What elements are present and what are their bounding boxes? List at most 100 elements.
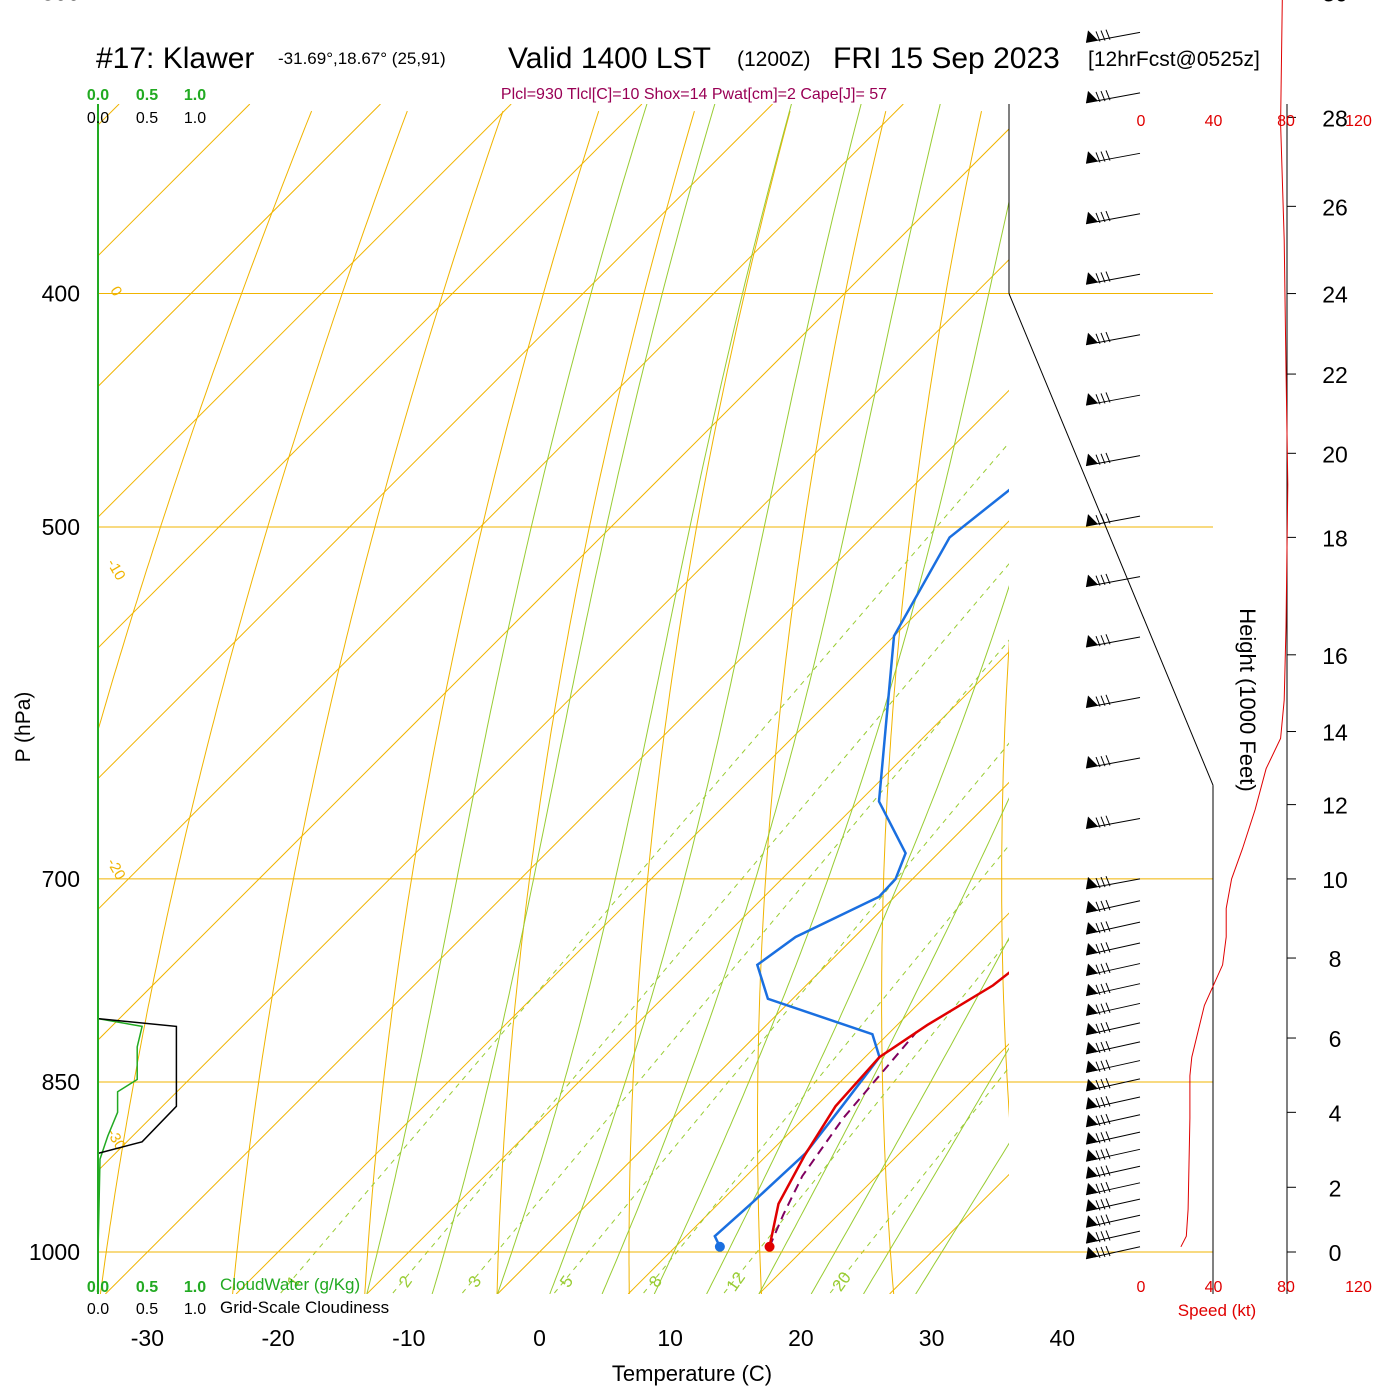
cloudwater-tick-bottom: 0.5 <box>136 1279 158 1296</box>
wind-barb-feather <box>1105 29 1111 40</box>
wind-barb-flag <box>1086 1166 1098 1179</box>
wind-barb-feather <box>1100 1003 1106 1014</box>
wind-barb-feather <box>1095 877 1101 889</box>
isobar-lines <box>98 104 1214 1294</box>
y-axis-label: P (hPa) <box>12 692 35 763</box>
mixing-ratio-label: 5 <box>556 1272 577 1291</box>
cloudiness-tick-top: 1.0 <box>184 110 206 127</box>
wind-barb-feather <box>1105 876 1111 887</box>
dry-adiabat-line <box>1340 111 1400 1294</box>
moist-adiabat-line <box>431 104 716 1294</box>
wind-barb-feather <box>1095 91 1101 103</box>
wind-barb-feather <box>1100 574 1106 585</box>
pressure-tick-label: 300 <box>42 0 80 6</box>
wind-barb-flag <box>1086 1114 1098 1127</box>
wind-barb-feather <box>1095 923 1101 934</box>
wind-barb-feather <box>1100 1231 1106 1242</box>
wind-barb-feather <box>1095 1097 1101 1109</box>
wind-barb-feather <box>1095 515 1101 526</box>
temperature-tick-label: 10 <box>657 1325 683 1351</box>
wind-barb-feather <box>1100 1078 1106 1090</box>
valid-date: FRI 15 Sep 2023 <box>833 42 1060 75</box>
wind-barb-feather <box>1105 1040 1111 1052</box>
cloudwater-tick-top: 1.0 <box>184 87 206 104</box>
wind-barb-feather <box>1100 963 1106 974</box>
wind-barb-feather <box>1105 210 1111 222</box>
surface-temperature-dot <box>764 1241 775 1252</box>
wind-barb-feather <box>1105 150 1111 161</box>
wind-barb-feather <box>1100 1114 1106 1126</box>
wind-barb-flag <box>1086 943 1098 956</box>
cloudiness-tick-top: 0.0 <box>87 110 109 127</box>
wind-barb-flag <box>1086 1149 1098 1162</box>
moist-adiabat-line <box>366 104 648 1294</box>
station-title: #17: Klawer <box>96 42 254 75</box>
station-coords: -31.69°,18.67° (25,91) <box>278 49 446 68</box>
cloudiness-tick-top: 0.5 <box>136 110 158 127</box>
dry-adiabat-line <box>232 110 504 1294</box>
wind-barb-feather <box>1095 817 1101 828</box>
wind-barb-flag <box>1086 272 1098 285</box>
wind-barb-feather <box>1105 1059 1111 1071</box>
wind-barb-flag <box>1086 695 1098 708</box>
wind-barb-flag <box>1086 332 1098 345</box>
isotherm-line <box>98 258 1009 1172</box>
wind-barb-feather <box>1095 943 1101 955</box>
wind-barb-flag <box>1086 1132 1098 1145</box>
sounding-traces <box>713 488 1009 1252</box>
wind-barb-feather <box>1100 983 1106 995</box>
wind-barb-flag <box>1086 1022 1098 1035</box>
height-tick-label: 14 <box>1322 720 1348 746</box>
dry-adiabat-line <box>1001 639 1009 1118</box>
wind-barb-feather <box>1105 89 1111 101</box>
height-axis-label: Height (1000 Feet) <box>1235 608 1260 791</box>
wind-barb-feather <box>1105 634 1111 645</box>
moist-adiabat-line <box>497 104 792 1294</box>
speed-tick-top: 40 <box>1205 113 1223 130</box>
wind-barb-flag <box>1086 211 1098 224</box>
height-tick-label: 28 <box>1322 105 1348 131</box>
pressure-tick-label: 700 <box>42 866 80 892</box>
mixing-ratio-label: 2 <box>395 1272 416 1291</box>
height-tick-label: 4 <box>1329 1100 1342 1126</box>
wind-barb-feather <box>1105 513 1111 524</box>
wind-barb-flag <box>1086 900 1098 913</box>
cloudiness-tick-bottom: 1.0 <box>184 1301 206 1318</box>
mixing-ratio-line <box>280 442 1009 1294</box>
isotherm-line <box>98 104 773 780</box>
wind-barb-feather <box>1105 899 1111 911</box>
wind-barb-flag <box>1086 876 1098 889</box>
wind-barb-feather <box>1100 514 1106 525</box>
wind-barb-feather <box>1100 635 1106 646</box>
temperature-tick-label: -30 <box>131 1325 164 1351</box>
temperature-axis: -30 -20 -10 0 10 20 30 40 <box>131 1325 1075 1351</box>
wind-barb-feather <box>1100 1215 1106 1226</box>
wind-barb-feather <box>1095 696 1101 707</box>
plot-right-border <box>1008 293 1214 786</box>
wind-barb-feather <box>1095 984 1101 995</box>
isotherm-line <box>235 520 1009 1294</box>
wind-barb-feather <box>1095 1042 1101 1054</box>
wind-barb-feather <box>1105 1181 1111 1193</box>
wind-barb-flag <box>1086 922 1098 935</box>
height-tick-label: 20 <box>1322 441 1348 467</box>
pressure-tick-label: 500 <box>42 514 80 540</box>
temperature-tick-label: 40 <box>1050 1325 1076 1351</box>
moist-adiabat-line <box>706 585 1009 1294</box>
wind-barb-feather <box>1105 815 1111 826</box>
wind-barb-flag <box>1086 1096 1098 1109</box>
wind-barb-feather <box>1095 1079 1101 1091</box>
temperature-tick-label: 20 <box>788 1325 814 1351</box>
moist-adiabat-line <box>601 104 941 1294</box>
speed-tick-bottom: 120 <box>1345 1279 1372 1296</box>
speed-tick-bottom: 80 <box>1277 1279 1295 1296</box>
isotherm-line <box>497 781 1009 1294</box>
x-axis-label: Temperature (C) <box>612 1361 772 1386</box>
wind-barb-feather <box>1105 1245 1111 1257</box>
wind-barb-feather <box>1105 1148 1111 1159</box>
wind-barb-feather <box>1100 876 1106 888</box>
wind-barb-feather <box>1100 816 1106 827</box>
wind-barb-flag <box>1086 963 1098 976</box>
